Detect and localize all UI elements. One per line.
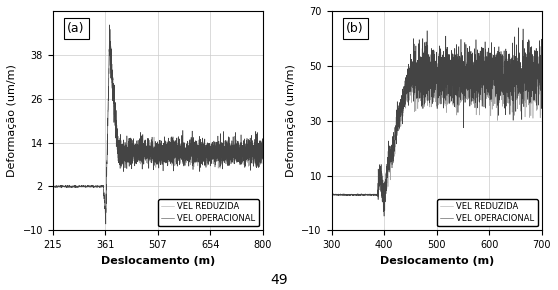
- Text: (b): (b): [347, 22, 364, 35]
- VEL OPERACIONAL: [409, 78, 416, 81]
- VEL REDUZIDA: [86, 185, 93, 188]
- VEL OPERACIONAL: [352, 193, 359, 196]
- VEL OPERACIONAL: [256, 160, 262, 163]
- Text: (a): (a): [68, 22, 85, 35]
- X-axis label: Deslocamento (m): Deslocamento (m): [100, 256, 215, 266]
- VEL OPERACIONAL: [130, 137, 137, 140]
- VEL OPERACIONAL: [139, 156, 146, 160]
- Legend: VEL REDUZIDA, VEL OPERACIONAL: VEL REDUZIDA, VEL OPERACIONAL: [158, 199, 259, 226]
- VEL OPERACIONAL: [259, 147, 266, 151]
- VEL REDUZIDA: [381, 206, 388, 209]
- VEL OPERACIONAL: [538, 74, 545, 77]
- VEL OPERACIONAL: [516, 26, 522, 30]
- VEL REDUZIDA: [49, 185, 56, 188]
- VEL REDUZIDA: [538, 94, 545, 97]
- VEL OPERACIONAL: [86, 184, 93, 188]
- Line: VEL OPERACIONAL: VEL OPERACIONAL: [52, 25, 263, 224]
- VEL REDUZIDA: [535, 75, 541, 78]
- VEL REDUZIDA: [328, 193, 335, 197]
- Line: VEL OPERACIONAL: VEL OPERACIONAL: [331, 28, 542, 216]
- Y-axis label: Deformação (um/m): Deformação (um/m): [7, 64, 17, 177]
- Line: VEL REDUZIDA: VEL REDUZIDA: [52, 48, 263, 212]
- VEL OPERACIONAL: [328, 193, 335, 197]
- VEL REDUZIDA: [233, 149, 239, 152]
- Line: VEL REDUZIDA: VEL REDUZIDA: [331, 53, 542, 207]
- VEL REDUZIDA: [409, 83, 416, 87]
- Y-axis label: Deformação (um/m): Deformação (um/m): [286, 64, 296, 177]
- VEL REDUZIDA: [102, 211, 109, 214]
- VEL REDUZIDA: [73, 184, 80, 188]
- VEL REDUZIDA: [365, 193, 372, 197]
- VEL OPERACIONAL: [365, 193, 372, 196]
- VEL REDUZIDA: [139, 154, 146, 158]
- VEL REDUZIDA: [512, 82, 518, 85]
- VEL OPERACIONAL: [418, 59, 425, 63]
- VEL OPERACIONAL: [106, 23, 113, 27]
- VEL REDUZIDA: [130, 139, 137, 142]
- VEL REDUZIDA: [256, 145, 262, 149]
- VEL OPERACIONAL: [535, 72, 541, 75]
- VEL REDUZIDA: [259, 158, 266, 161]
- VEL OPERACIONAL: [49, 184, 56, 188]
- VEL REDUZIDA: [106, 46, 113, 50]
- VEL OPERACIONAL: [73, 185, 80, 189]
- Text: 49: 49: [270, 273, 288, 287]
- VEL OPERACIONAL: [381, 214, 387, 218]
- VEL REDUZIDA: [418, 81, 425, 84]
- X-axis label: Deslocamento (m): Deslocamento (m): [379, 256, 494, 266]
- VEL REDUZIDA: [352, 193, 359, 196]
- Legend: VEL REDUZIDA, VEL OPERACIONAL: VEL REDUZIDA, VEL OPERACIONAL: [437, 199, 538, 226]
- VEL OPERACIONAL: [512, 90, 518, 94]
- VEL OPERACIONAL: [103, 222, 109, 226]
- VEL REDUZIDA: [475, 51, 482, 55]
- VEL OPERACIONAL: [233, 149, 239, 152]
